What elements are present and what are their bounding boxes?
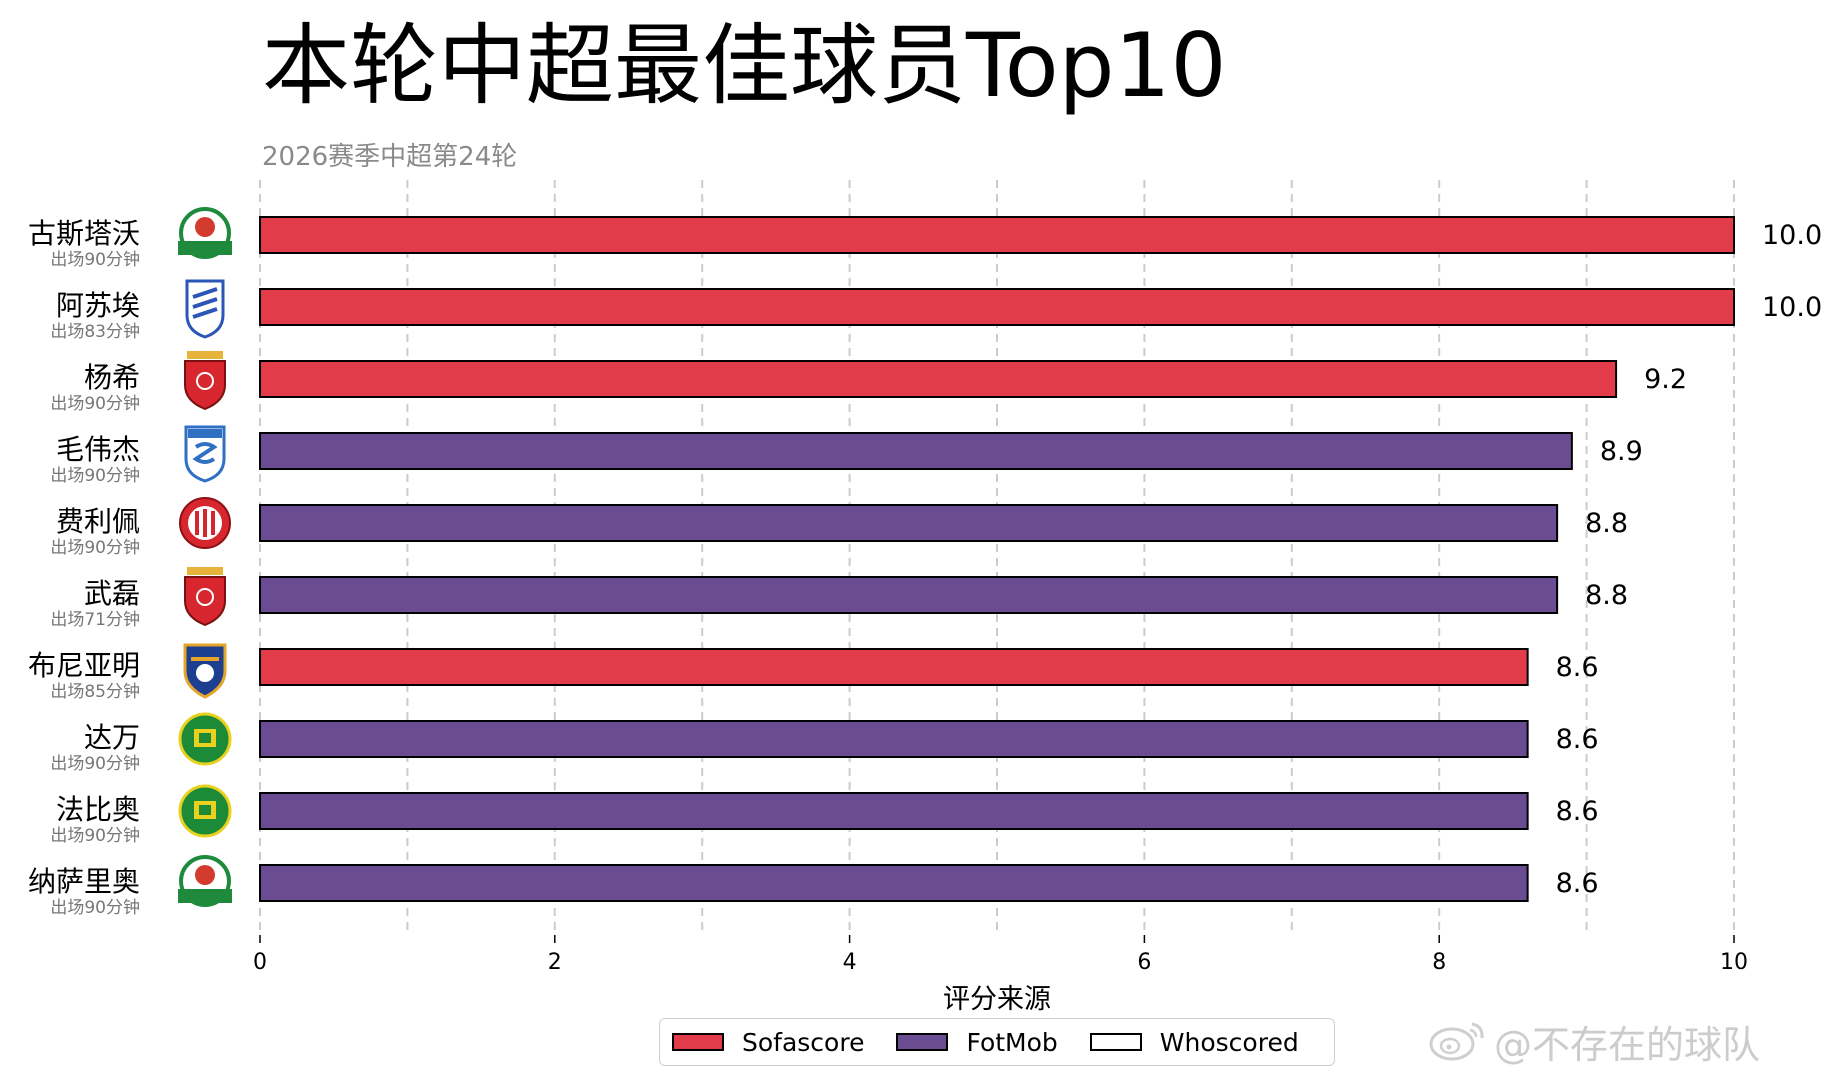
chart-legend: Sofascore FotMob Whoscored [659,1018,1335,1066]
legend-swatch-fotmob [896,1033,949,1051]
player-name: 纳萨里奥 [28,865,140,898]
x-tick-label: 4 [843,950,857,975]
value-label: 10.0 [1762,220,1822,251]
player-name: 阿苏埃 [56,289,140,322]
bar [259,288,1735,326]
value-label: 10.0 [1762,292,1822,323]
bar [259,432,1573,470]
player-name: 毛伟杰 [56,433,140,466]
player-minutes: 出场71分钟 [50,610,140,630]
player-name: 武磊 [84,577,140,610]
dalian-logo-icon [184,425,226,483]
weibo-icon [1429,1022,1484,1061]
value-label: 8.9 [1600,436,1643,467]
legend-swatch-whoscored [1089,1033,1142,1051]
value-label: 8.6 [1556,724,1599,755]
legend-item-whoscored: Whoscored [1089,1027,1299,1057]
player-minutes: 出场90分钟 [50,538,140,558]
legend-item-sofascore: Sofascore [672,1028,864,1057]
guoan-logo-icon [178,784,232,838]
player-name: 费利佩 [56,505,140,538]
legend-label-sofascore: Sofascore [742,1027,865,1057]
x-tick-label: 6 [1137,950,1151,975]
yunnan-logo-icon [183,643,227,699]
watermark: @不存在的球队 [1494,1023,1761,1067]
player-name: 法比奥 [56,793,140,826]
player-minutes: 出场90分钟 [50,754,140,774]
legend-item-fotmob: FotMob [896,1027,1058,1057]
x-tick-label: 8 [1432,950,1446,975]
shenhua-logo-icon [185,279,225,339]
shanghai-port-logo-icon [184,567,226,627]
bar [259,360,1618,398]
value-label: 8.6 [1556,868,1599,899]
bar [259,648,1529,686]
player-minutes: 出场90分钟 [50,250,140,270]
player-name: 古斯塔沃 [28,217,140,250]
x-tick-label: 2 [548,950,562,975]
player-name: 布尼亚明 [28,649,140,682]
bar [259,792,1529,830]
player-name: 杨希 [84,361,140,394]
value-label: 9.2 [1644,364,1687,395]
chart-subtitle: 2026赛季中超第24轮 [262,142,518,172]
bar [259,216,1735,254]
bar [259,864,1529,902]
chart-title: 本轮中超最佳球员Top10 [262,14,1227,117]
shanghai-port-logo-icon [184,351,226,411]
value-label: 8.6 [1556,652,1599,683]
value-label: 8.6 [1556,796,1599,827]
player-minutes: 出场90分钟 [50,898,140,918]
bar [259,720,1529,758]
chengdu-logo-icon [179,497,231,549]
player-minutes: 出场90分钟 [50,826,140,846]
x-tick-label: 10 [1720,950,1748,975]
player-minutes: 出场85分钟 [50,682,140,702]
player-minutes: 出场90分钟 [50,394,140,414]
legend-swatch-sofascore [672,1033,724,1051]
henan-logo-icon [178,207,232,259]
value-label: 8.8 [1585,580,1628,611]
legend-label-whoscored: Whoscored [1159,1027,1299,1057]
bar [259,504,1559,542]
player-name: 达万 [84,721,140,754]
x-axis-label: 评分来源 [943,984,1051,1015]
legend-label-fotmob: FotMob [966,1027,1058,1057]
guoan-logo-icon [178,712,232,766]
value-label: 8.8 [1585,508,1628,539]
player-minutes: 出场83分钟 [50,322,140,342]
henan-logo-icon [178,855,232,907]
player-minutes: 出场90分钟 [50,466,140,486]
bar [259,576,1559,614]
x-tick-label: 0 [253,950,267,975]
